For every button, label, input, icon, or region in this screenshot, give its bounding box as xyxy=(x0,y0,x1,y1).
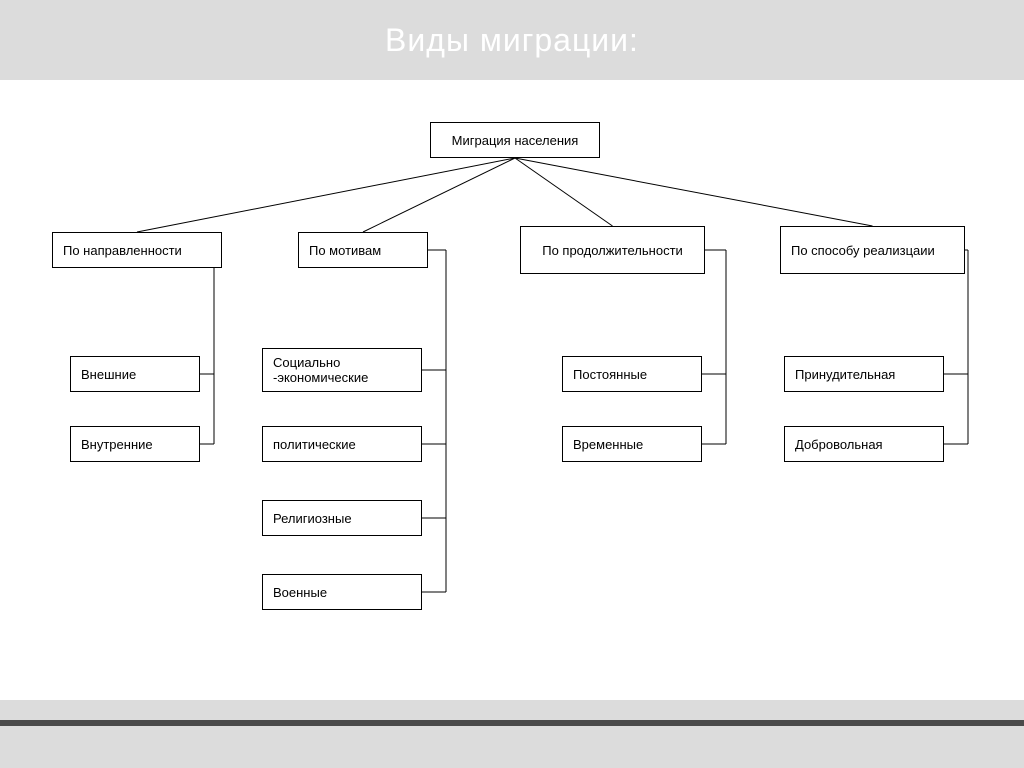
node-c2d: Военные xyxy=(262,574,422,610)
node-c4a: Принудительная xyxy=(784,356,944,392)
node-c1a: Внешние xyxy=(70,356,200,392)
node-c1b: Внутренние xyxy=(70,426,200,462)
footer-bar xyxy=(0,720,1024,726)
node-cat3: По продолжительности xyxy=(520,226,705,274)
node-c2b: политические xyxy=(262,426,422,462)
slide-header: Виды миграции: xyxy=(0,0,1024,80)
node-c2a: Социально -экономические xyxy=(262,348,422,392)
node-c2c: Религиозные xyxy=(262,500,422,536)
node-c3a: Постоянные xyxy=(562,356,702,392)
diagram-canvas: Миграция населения По направленности По мо… xyxy=(0,80,1024,700)
node-cat4: По способу реализцаии xyxy=(780,226,965,274)
slide-title: Виды миграции: xyxy=(385,22,639,59)
node-root: Миграция населения xyxy=(430,122,600,158)
node-c4b: Добровольная xyxy=(784,426,944,462)
node-c3b: Временные xyxy=(562,426,702,462)
node-cat1: По направленности xyxy=(52,232,222,268)
node-cat2: По мотивам xyxy=(298,232,428,268)
